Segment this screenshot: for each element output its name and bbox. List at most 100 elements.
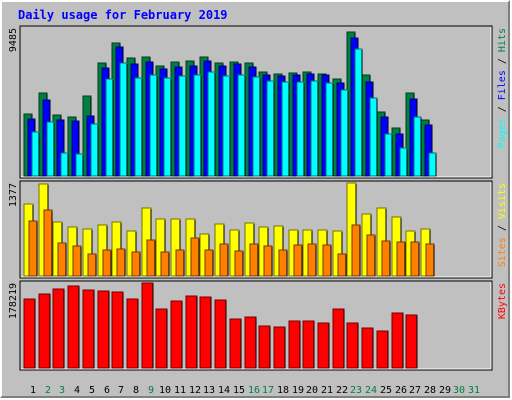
bar-pages-day-3 (60, 152, 69, 177)
bar-pages-day-10 (163, 77, 172, 177)
legend-hits: Hits (497, 28, 508, 52)
bar-pages-day-13 (207, 71, 216, 177)
bar-kbytes-day-7 (111, 291, 124, 369)
bar-kbytes-day-21 (317, 322, 330, 369)
bar-sites-day-16 (249, 243, 259, 277)
bar-sites-day-26 (396, 241, 406, 277)
bar-pages-day-9 (149, 74, 158, 177)
bar-kbytes-day-5 (82, 289, 95, 369)
x-tick-label: 5 (89, 385, 95, 396)
legend-sites: Sites (497, 237, 508, 267)
visits-sites-legend: Sites / Visits (497, 183, 508, 267)
bar-kbytes-day-11 (170, 300, 183, 369)
bar-pages-day-18 (281, 81, 290, 177)
hits-files-pages-max-label: 9485 (8, 28, 19, 52)
x-tick-label: 16 (248, 385, 260, 396)
bar-sites-day-21 (322, 244, 332, 277)
x-tick-label: 31 (468, 385, 480, 396)
x-tick-label: 18 (277, 385, 289, 396)
bar-kbytes-day-27 (405, 314, 418, 369)
bar-pages-day-12 (193, 74, 202, 177)
bar-pages-day-14 (222, 75, 231, 177)
x-tick-label: 1 (30, 385, 36, 396)
hits-files-pages-legend: Pages / Files / Hits (497, 28, 508, 148)
bar-kbytes-day-2 (38, 293, 51, 369)
bar-kbytes-day-9 (141, 282, 154, 369)
bar-pages-day-17 (266, 80, 275, 177)
bar-pages-day-22 (340, 89, 349, 177)
x-tick-label: 9 (148, 385, 154, 396)
bar-pages-day-7 (119, 62, 128, 177)
x-tick-label: 11 (174, 385, 186, 396)
bar-pages-day-4 (75, 153, 84, 177)
x-tick-label: 24 (365, 385, 377, 396)
bar-sites-day-4 (72, 245, 82, 277)
bar-kbytes-day-14 (214, 299, 227, 369)
legend-files: Files (497, 70, 508, 100)
legend-pages: Pages (497, 118, 508, 148)
bar-sites-day-27 (410, 241, 420, 277)
bar-pages-day-20 (310, 80, 319, 177)
bar-pages-day-5 (90, 123, 99, 177)
bar-kbytes-day-15 (229, 318, 242, 369)
bar-sites-day-28 (425, 243, 435, 277)
bar-sites-day-22 (337, 253, 347, 277)
legend-separator: / (497, 100, 508, 118)
bar-sites-day-8 (131, 251, 141, 277)
x-tick-label: 12 (189, 385, 201, 396)
bar-sites-day-11 (175, 249, 185, 277)
bar-kbytes-day-10 (155, 308, 168, 369)
bar-sites-day-10 (160, 251, 170, 277)
bar-kbytes-day-18 (273, 326, 286, 369)
bar-pages-day-25 (384, 133, 393, 177)
visits-sites-panel: 1377 Sites / Visits (8, 180, 508, 279)
legend-separator: / (497, 52, 508, 70)
bar-sites-day-5 (87, 253, 97, 277)
bar-sites-day-14 (219, 243, 229, 277)
kbytes-max-label: 178219 (8, 283, 19, 319)
bar-kbytes-day-23 (346, 322, 359, 369)
x-tick-label: 4 (74, 385, 80, 396)
series-sites (28, 209, 435, 277)
x-tick-label: 19 (292, 385, 304, 396)
bar-sites-day-17 (263, 245, 273, 277)
bar-sites-day-24 (366, 234, 376, 277)
bar-sites-day-13 (204, 249, 214, 277)
bar-sites-day-18 (278, 249, 288, 277)
x-tick-label: 29 (439, 385, 451, 396)
bar-sites-day-23 (351, 224, 361, 277)
bar-pages-day-6 (105, 78, 114, 177)
x-tick-label: 30 (453, 385, 465, 396)
bar-pages-day-21 (325, 82, 334, 177)
bar-pages-day-8 (134, 77, 143, 177)
kbytes-legend: KBytes (497, 283, 508, 319)
bar-pages-day-19 (296, 81, 305, 177)
x-tick-label: 13 (203, 385, 215, 396)
bar-pages-day-27 (413, 116, 422, 177)
legend-separator: / (497, 219, 508, 237)
bar-kbytes-day-12 (185, 295, 198, 369)
bar-pages-day-26 (399, 147, 408, 177)
bar-pages-day-15 (237, 74, 246, 177)
bar-pages-day-28 (428, 152, 437, 177)
bar-pages-day-1 (31, 131, 40, 177)
legend-kbytes: KBytes (497, 283, 508, 319)
bar-sites-day-3 (57, 242, 67, 277)
visits-sites-max-label: 1377 (8, 183, 19, 207)
bar-pages-day-11 (178, 75, 187, 177)
bar-sites-day-2 (43, 209, 53, 277)
bar-kbytes-day-26 (391, 312, 404, 369)
x-tick-label: 25 (380, 385, 392, 396)
bar-kbytes-day-20 (302, 320, 315, 369)
bar-pages-day-24 (369, 97, 378, 177)
x-tick-label: 22 (336, 385, 348, 396)
x-tick-label: 15 (233, 385, 245, 396)
bar-kbytes-day-24 (361, 327, 374, 369)
bar-kbytes-day-6 (97, 290, 110, 369)
bar-sites-day-15 (234, 250, 244, 277)
bar-kbytes-day-22 (332, 308, 345, 369)
x-tick-label: 23 (350, 385, 362, 396)
x-tick-label: 21 (321, 385, 333, 396)
bar-kbytes-day-16 (244, 316, 257, 369)
